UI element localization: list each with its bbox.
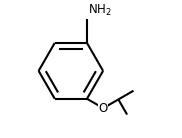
Text: NH$_2$: NH$_2$ [88, 3, 111, 18]
Text: O: O [99, 102, 108, 115]
